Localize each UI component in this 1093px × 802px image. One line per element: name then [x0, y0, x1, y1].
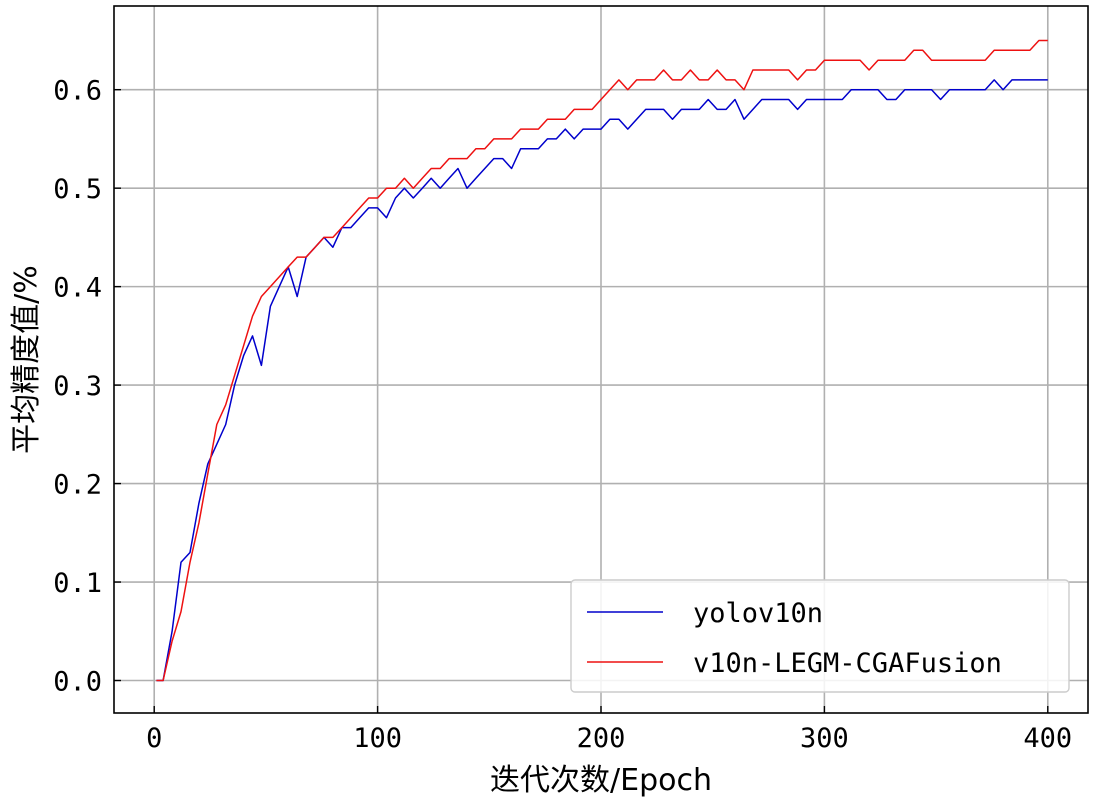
y-tick-label: 0.3: [53, 371, 102, 402]
series-layer: [156, 39, 1048, 682]
legend: yolov10n v10n-LEGM-CGAFusion: [570, 579, 1070, 693]
series-line-1: [156, 39, 1048, 682]
y-tick-label: 0.4: [53, 273, 102, 304]
y-tick-label: 0.5: [53, 174, 102, 205]
x-tick-label: 100: [353, 723, 402, 754]
legend-label: v10n-LEGM-CGAFusion: [693, 648, 1002, 679]
x-tick-label: 0: [146, 723, 162, 754]
y-tick-label: 0.6: [53, 76, 102, 107]
legend-box: [570, 579, 1070, 693]
y-axis-title: 平均精度值/%: [9, 265, 44, 454]
legend-label: yolov10n: [693, 598, 823, 629]
y-tick-label: 0.0: [53, 667, 102, 698]
ticks: 0 100 200 300 400 0.0 0.1 0.2 0.3 0.4 0.5 0.6: [53, 76, 1072, 754]
series-line-0: [156, 79, 1048, 682]
x-axis-title: 迭代次数/Epoch: [490, 763, 712, 798]
y-tick-label: 0.1: [53, 568, 102, 599]
y-tick-label: 0.2: [53, 470, 102, 501]
x-tick-label: 300: [800, 723, 849, 754]
x-tick-label: 200: [577, 723, 626, 754]
x-tick-label: 400: [1023, 723, 1072, 754]
